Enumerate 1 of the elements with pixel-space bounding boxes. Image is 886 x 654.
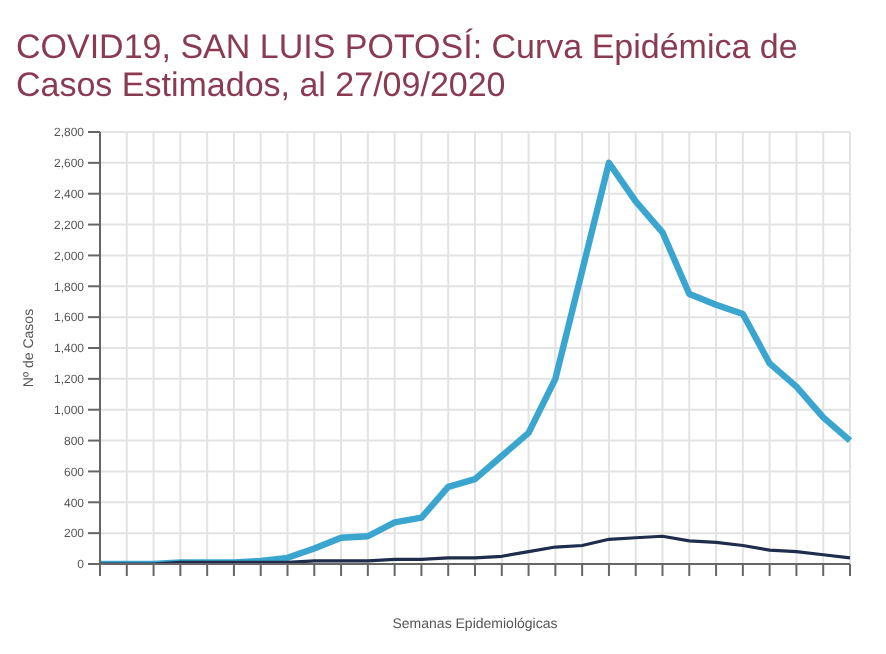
chart-title: COVID19, SAN LUIS POTOSÍ: Curva Epidémica de Casos Estimados, al 27/09/2020	[16, 26, 800, 108]
